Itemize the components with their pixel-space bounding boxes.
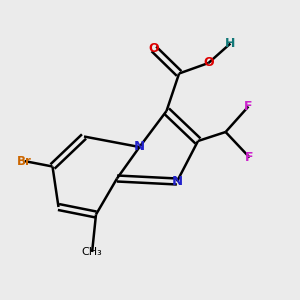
Text: H: H: [225, 37, 236, 50]
Text: F: F: [245, 151, 254, 164]
Text: O: O: [148, 42, 159, 56]
Text: N: N: [171, 175, 183, 188]
Text: F: F: [244, 100, 253, 113]
Text: N: N: [134, 140, 145, 154]
Text: Br: Br: [17, 154, 32, 168]
Text: O: O: [203, 56, 214, 70]
Text: CH₃: CH₃: [82, 247, 103, 257]
